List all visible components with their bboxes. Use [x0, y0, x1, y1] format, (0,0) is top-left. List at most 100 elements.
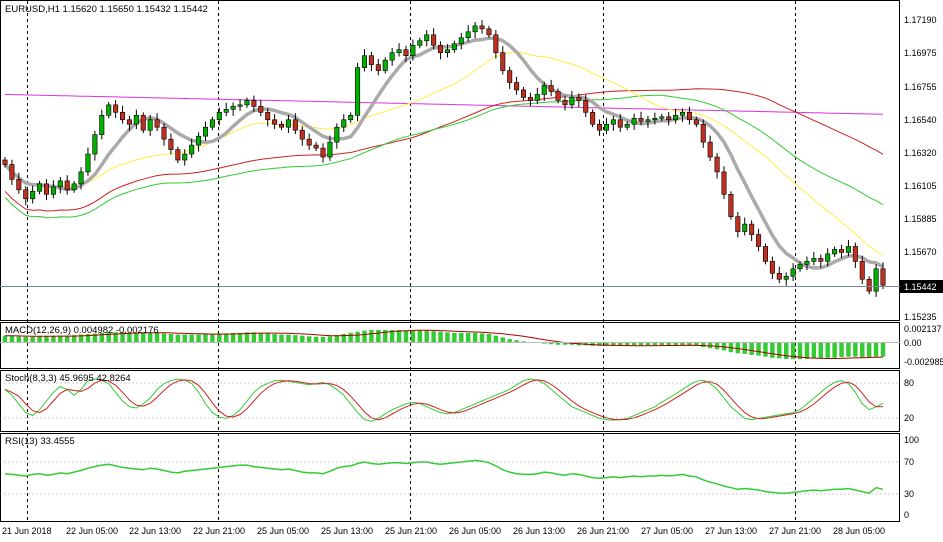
bull-candle [355, 67, 361, 116]
symbol-header: EURUSD,H1 1.15620 1.15650 1.15432 1.1544… [5, 4, 208, 15]
bear-candle [520, 89, 527, 98]
bear-candle [120, 112, 126, 121]
bear-candle [590, 112, 596, 125]
bear-candle [576, 97, 582, 101]
bear-candle [168, 138, 174, 150]
macd-bar [459, 332, 464, 343]
bull-candle [472, 25, 478, 33]
macd-bar [37, 336, 42, 343]
macd-bar [175, 334, 181, 343]
time-axis: 21 Jun 2018 22 Jun 05:00 22 Jun 13:00 22… [2, 526, 885, 536]
macd-bar [106, 332, 111, 343]
macd-bar [2, 335, 8, 343]
price-tick: 1.16755 [904, 82, 937, 92]
macd-bar [507, 339, 512, 343]
macd-bar [431, 331, 436, 343]
macd-tick: 0.00 [904, 338, 922, 348]
macd-bar [127, 332, 132, 343]
ma-yellow-line [4, 51, 884, 257]
macd-bar [99, 332, 104, 343]
candlesticks [2, 20, 886, 297]
macd-bar [51, 335, 56, 343]
bear-candle [438, 44, 444, 53]
bear-candle [265, 112, 271, 121]
time-tick: 26 Jun 13:00 [513, 526, 565, 536]
bull-candle [85, 153, 91, 173]
macd-bar [548, 342, 554, 345]
bear-candle [866, 278, 872, 292]
bull-candle [541, 85, 547, 95]
time-tick: 22 Jun 21:00 [193, 526, 245, 536]
bull-candle [673, 114, 679, 121]
bear-candle [23, 189, 29, 200]
price-axis: 1.17190 1.16975 1.16755 1.16540 1.16320 … [900, 15, 943, 322]
macd-bar [638, 342, 644, 346]
rsi-tick: 100 [904, 435, 919, 445]
bear-candle [880, 268, 886, 286]
bear-candle [113, 104, 119, 113]
macd-bar [224, 333, 229, 343]
bear-candle [527, 97, 533, 101]
bull-candle [71, 183, 77, 191]
bear-candle [638, 117, 644, 122]
macd-bar [500, 337, 505, 343]
macd-bar [265, 333, 270, 343]
stoch-tick: 80 [904, 378, 914, 388]
macd-bar [542, 342, 547, 344]
bull-candle [396, 49, 402, 53]
macd-bar [168, 334, 174, 343]
time-tick: 26 Jun 21:00 [577, 526, 629, 536]
bull-candle [382, 59, 388, 71]
macd-bar [65, 335, 70, 343]
price-tick: 1.16320 [904, 148, 937, 158]
macd-bar [327, 336, 333, 343]
stoch-tick: 20 [904, 413, 914, 423]
macd-bar [555, 342, 561, 345]
bear-candle [16, 179, 22, 191]
macd-bar [452, 332, 457, 343]
macd-bar [71, 335, 77, 343]
bear-candle [251, 100, 257, 107]
macd-bar [383, 330, 388, 343]
bull-candle [78, 171, 84, 185]
macd-signal-line [5, 329, 884, 359]
price-tick: 1.15670 [904, 247, 937, 257]
bull-candle [534, 94, 540, 101]
macd-bar [701, 342, 706, 348]
macd-bar [362, 330, 367, 343]
bull-candle [106, 104, 112, 116]
bear-candle [272, 119, 278, 125]
macd-bar [348, 332, 353, 343]
price-tick: 1.17190 [904, 15, 937, 25]
bear-candle [299, 129, 305, 140]
macd-bar [92, 333, 98, 343]
macd-bar [618, 342, 623, 346]
macd-bar [666, 342, 671, 346]
macd-bar [230, 332, 236, 343]
bear-candle [258, 106, 264, 113]
macd-bar [78, 334, 84, 343]
bear-candle [769, 261, 775, 274]
rsi-line [4, 459, 884, 495]
macd-bar [279, 334, 284, 343]
bear-candle [686, 112, 692, 121]
current-price-box [900, 280, 943, 293]
rsi-tick: 0 [904, 510, 909, 520]
bull-candle [230, 106, 236, 110]
macd-bar [673, 342, 678, 346]
bull-candle [603, 123, 609, 131]
macd-bar [189, 334, 194, 343]
bear-candle [479, 25, 485, 30]
bull-candle [465, 31, 471, 39]
bear-candle [368, 55, 374, 65]
bear-candle [313, 144, 319, 149]
price-tick: 1.15235 [904, 312, 937, 322]
macd-bar [465, 332, 471, 343]
macd-bar [120, 332, 125, 343]
current-price-label: 1.15442 [904, 282, 937, 292]
bear-candle [486, 28, 492, 36]
bull-candle [196, 135, 202, 146]
price-tick: 1.16540 [904, 115, 937, 125]
macd-bar [9, 335, 15, 343]
